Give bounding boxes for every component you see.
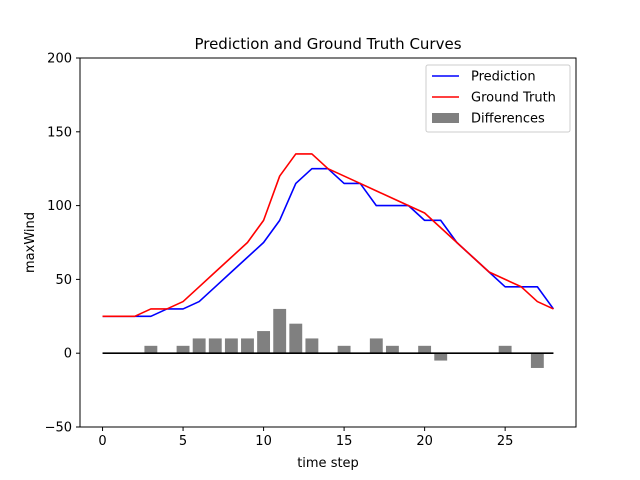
plot-frame xyxy=(79,57,577,428)
y-tick-label: −50 xyxy=(45,421,72,436)
y-axis-ticks: −50 0 50 100 150 200 xyxy=(45,52,80,436)
difference-bar xyxy=(498,345,512,354)
line-group xyxy=(102,153,555,318)
x-tick-label: 20 xyxy=(416,434,433,449)
legend-label-differences: Differences xyxy=(471,112,545,127)
x-tick-label: 25 xyxy=(497,434,514,449)
difference-bar xyxy=(192,338,206,354)
difference-bar xyxy=(257,331,271,354)
legend-box xyxy=(425,64,571,133)
legend-label-prediction: Prediction xyxy=(471,70,536,85)
difference-bar xyxy=(305,338,319,354)
chart-title: Prediction and Ground Truth Curves xyxy=(194,35,461,53)
difference-bar xyxy=(434,353,448,361)
difference-bar xyxy=(241,338,254,354)
difference-bar xyxy=(144,345,158,354)
y-axis-label: maxWind xyxy=(23,212,38,273)
x-tick-label: 0 xyxy=(98,434,106,449)
y-tick-label: 150 xyxy=(47,125,72,140)
difference-bar xyxy=(208,338,222,354)
difference-bar xyxy=(176,345,190,354)
difference-bar xyxy=(418,345,432,354)
x-axis-label: time step xyxy=(297,456,359,471)
x-tick-label: 10 xyxy=(255,434,272,449)
y-tick-label: 50 xyxy=(55,273,72,288)
bar-group xyxy=(144,308,544,368)
difference-bar xyxy=(289,323,303,354)
legend-swatch-differences xyxy=(432,113,459,123)
difference-bar xyxy=(273,308,287,354)
y-tick-label: 100 xyxy=(47,199,72,214)
y-tick-label: 0 xyxy=(64,347,72,362)
ground-truth-line xyxy=(102,153,554,318)
legend-label-ground-truth: Ground Truth xyxy=(471,91,556,106)
difference-bar xyxy=(224,338,238,354)
x-tick-label: 15 xyxy=(336,434,353,449)
legend: Prediction Ground Truth Differences xyxy=(425,64,571,133)
x-tick-label: 5 xyxy=(179,434,187,449)
y-tick-label: 200 xyxy=(47,52,72,67)
difference-bar xyxy=(530,353,544,368)
difference-bar xyxy=(385,345,399,354)
x-axis-ticks: 0 5 10 15 20 25 xyxy=(98,427,513,449)
difference-bar xyxy=(369,338,383,354)
difference-bar xyxy=(337,345,351,354)
